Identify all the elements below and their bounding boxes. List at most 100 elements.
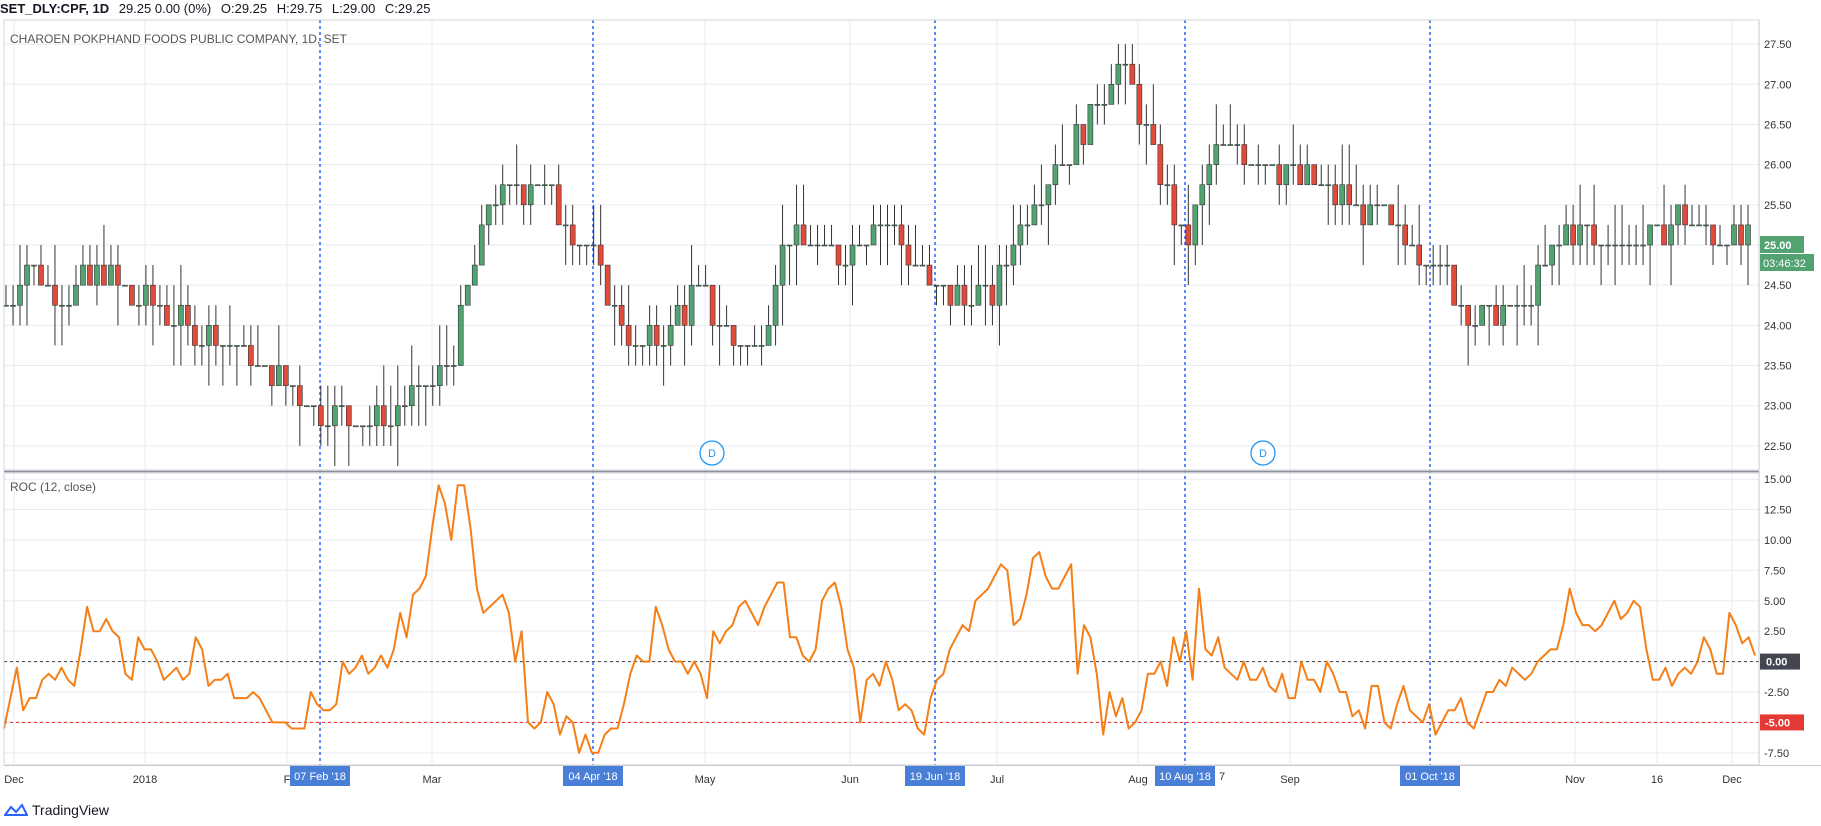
candle-up — [632, 345, 639, 347]
candle-up — [443, 365, 450, 367]
candle-up — [814, 244, 821, 247]
candle-up — [1689, 224, 1695, 227]
chart-canvas[interactable]: DD 22.5023.0023.5024.0024.5025.0025.5026… — [0, 0, 1821, 797]
candle-down — [38, 264, 44, 286]
symbol-label[interactable]: SET_DLY:CPF, 1D — [0, 1, 110, 16]
date-badge — [290, 766, 350, 786]
candle-up — [1248, 164, 1255, 166]
candle-up — [1353, 204, 1360, 207]
candle-up — [1542, 264, 1548, 267]
candle-up — [751, 345, 758, 347]
candle-down — [1241, 144, 1248, 165]
quote-change: 29.25 0.00 (0%) — [118, 1, 212, 16]
candle-up — [394, 405, 401, 427]
grid — [4, 20, 1759, 765]
candle-up — [422, 385, 429, 387]
date-badge-label: 04 Apr '18 — [568, 771, 617, 783]
date-badge — [563, 766, 623, 786]
candle-up — [660, 345, 667, 347]
time-tick-label: Nov — [1565, 774, 1585, 786]
candle-up — [499, 184, 506, 206]
candle-up — [1164, 184, 1171, 187]
candle-up — [290, 385, 296, 387]
candle-up — [1255, 164, 1262, 166]
candle-up — [646, 325, 653, 346]
price-tick-label: 24.50 — [1764, 280, 1792, 292]
candle-up — [870, 224, 877, 246]
candle-down — [150, 284, 156, 306]
candle-up — [541, 184, 548, 187]
candle-up — [1444, 264, 1450, 267]
candle-up — [178, 304, 184, 326]
candle-up — [276, 365, 282, 386]
roc-tick-label: 12.50 — [1764, 505, 1792, 517]
candle-up — [968, 304, 975, 307]
candle-up — [849, 244, 856, 266]
candle-up — [1745, 224, 1751, 246]
candle-up — [940, 284, 947, 287]
candle-down — [625, 325, 632, 346]
last-price-badge — [1760, 236, 1804, 253]
candle-up — [66, 304, 72, 307]
candle-down — [898, 224, 905, 246]
candle-up — [471, 264, 478, 286]
candle-down — [1332, 184, 1339, 206]
candle-up — [136, 304, 142, 307]
candle-up — [1619, 244, 1625, 247]
candle-up — [583, 244, 590, 247]
candle-up — [1612, 244, 1618, 247]
candle-down — [1661, 224, 1667, 246]
candle-up — [723, 325, 730, 327]
candle-up — [667, 325, 674, 346]
candle-up — [17, 284, 23, 306]
candle-up — [311, 405, 317, 408]
candle-down — [269, 365, 275, 386]
candle-up — [744, 345, 751, 347]
candle-down — [1297, 164, 1304, 186]
candle-up — [492, 204, 499, 207]
candle-up — [436, 365, 443, 386]
candle-up — [891, 224, 898, 227]
candle-up — [1101, 104, 1108, 106]
candle-up — [1262, 164, 1269, 166]
ohlc-low: L:29.00 — [331, 1, 376, 16]
candle-up — [157, 304, 163, 307]
candle-up — [1717, 244, 1723, 247]
candle-up — [1409, 244, 1415, 247]
candle-up — [450, 365, 457, 367]
candle-up — [1500, 304, 1506, 326]
dividend-marker — [1250, 440, 1276, 466]
date-badge-label: 10 Aug '18 — [1159, 771, 1211, 783]
candle-up — [513, 184, 520, 187]
candle-up — [639, 345, 646, 347]
candle-down — [653, 325, 660, 346]
candle-up — [457, 304, 464, 366]
candle-up — [206, 325, 212, 346]
candle-up — [1640, 244, 1646, 247]
candle-up — [688, 284, 695, 326]
candle-down — [947, 284, 954, 306]
date-badge-label: 01 Oct '18 — [1405, 771, 1455, 783]
time-tick-label: F — [284, 774, 291, 786]
candle-up — [171, 325, 177, 327]
candle-up — [982, 284, 989, 287]
candle-down — [1570, 224, 1576, 246]
candle-down — [555, 184, 562, 226]
candle-down — [835, 244, 842, 266]
candle-down — [1136, 83, 1143, 125]
price-tick-label: 26.00 — [1764, 160, 1792, 172]
candle-up — [1031, 204, 1038, 226]
candle-up — [401, 405, 408, 408]
candle-up — [332, 405, 338, 427]
candle-up — [1283, 164, 1290, 186]
candle-up — [122, 284, 128, 287]
candle-up — [1535, 264, 1541, 306]
candle-up — [1213, 144, 1220, 165]
candle-up — [255, 365, 261, 367]
candle-up — [1024, 224, 1031, 227]
candle-up — [31, 264, 37, 267]
candle-up — [793, 224, 800, 246]
zero-level-label: 0.00 — [1766, 657, 1787, 669]
candle-up — [716, 325, 723, 327]
brand-footer[interactable]: TradingView — [4, 797, 109, 823]
